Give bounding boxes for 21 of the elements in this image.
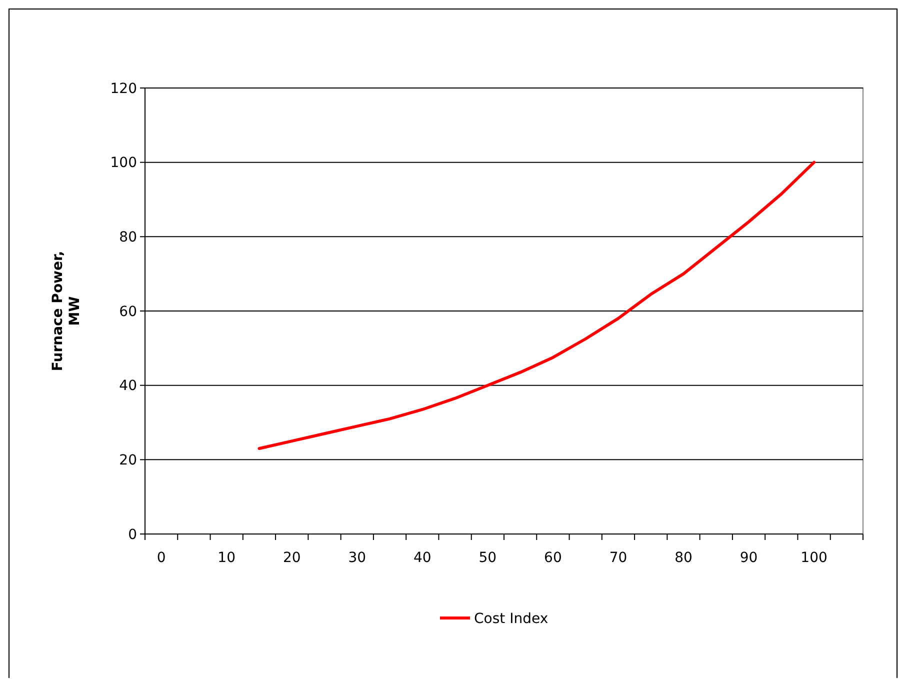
y-tick-label: 120 [110,80,137,97]
y-tick-label: 100 [110,155,137,172]
legend-label: Cost Index [474,610,548,627]
x-tick-label: 40 [413,550,432,566]
y-tick-label: 80 [119,230,137,246]
y-axis-title: Furnace Power, MW [50,250,83,372]
y-tick-label: 60 [119,304,137,320]
y-tick-label: 40 [119,378,137,394]
x-tick-label: 90 [740,550,758,566]
x-tick-label: 20 [282,550,301,566]
y-tick-label: 20 [119,452,137,469]
x-tick-label: 80 [674,550,692,566]
x-tick-label: 100 [800,550,828,566]
x-tick-label: 30 [348,550,366,566]
x-tick-label: 10 [218,550,236,566]
x-tick-label: 60 [544,550,562,566]
x-tick-label: 70 [609,550,628,566]
x-tick-label: 50 [478,550,497,566]
y-tick-label: 0 [128,526,137,543]
line-series [258,160,816,450]
x-tick-label: 0 [156,550,166,566]
